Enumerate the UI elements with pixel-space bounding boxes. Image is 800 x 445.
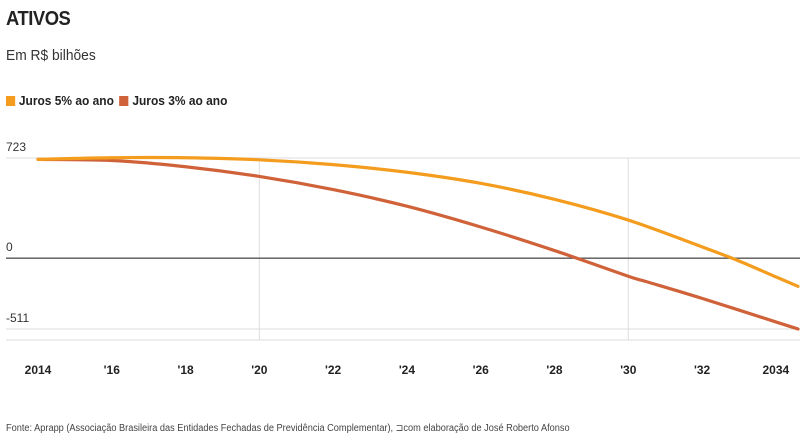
legend-label-juros-5: Juros 5% ao ano xyxy=(18,93,114,108)
legend-item-juros-5: Juros 5% ao ano xyxy=(6,93,114,108)
x-tick-label: 2014 xyxy=(25,363,52,377)
x-tick-label: '30 xyxy=(620,363,637,377)
x-tick-label: '28 xyxy=(546,363,563,377)
chart-subtitle: Em R$ bilhões xyxy=(6,47,96,64)
x-tick-label: '20 xyxy=(251,363,268,377)
x-tick-label: '22 xyxy=(325,363,342,377)
legend-label-juros-3: Juros 3% ao ano xyxy=(132,93,228,108)
x-tick-label: '16 xyxy=(104,363,121,377)
legend-swatch-juros-3 xyxy=(119,95,129,106)
y-tick-label: -511 xyxy=(6,311,29,325)
y-tick-label: 0 xyxy=(6,240,13,254)
x-tick-label: 2034 xyxy=(763,363,790,377)
x-tick-label: '24 xyxy=(399,363,416,377)
source-note: Fonte: Aprapp (Associação Brasileira das… xyxy=(6,423,570,434)
series-line-juros-3 xyxy=(36,157,800,331)
legend-item-juros-3: Juros 3% ao ano xyxy=(119,93,227,108)
series-line-juros-5 xyxy=(36,155,800,288)
y-tick-label: 723 xyxy=(6,140,26,154)
x-tick-label: '32 xyxy=(694,363,711,377)
x-tick-label: '26 xyxy=(473,363,490,377)
chart-title: ATIVOS xyxy=(6,8,71,30)
legend-swatch-juros-5 xyxy=(6,95,16,106)
chart-legend: Juros 5% ao ano Juros 3% ao ano xyxy=(6,93,233,108)
x-tick-label: '18 xyxy=(177,363,194,377)
